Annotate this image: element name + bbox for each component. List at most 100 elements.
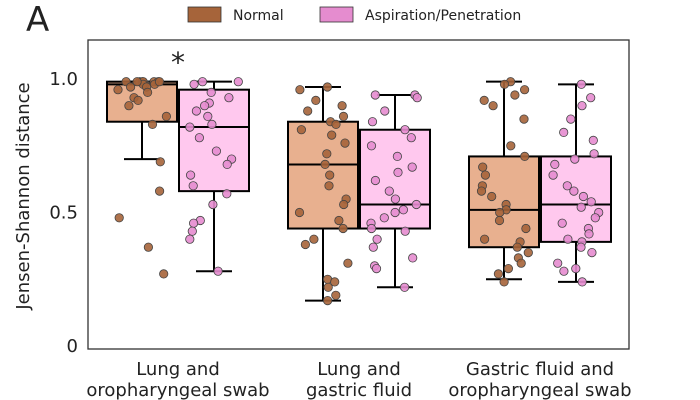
data-point <box>578 191 589 202</box>
data-point <box>488 101 498 111</box>
data-point <box>390 194 400 204</box>
data-point <box>411 199 421 210</box>
data-point <box>366 223 377 234</box>
data-point <box>506 141 516 151</box>
data-point <box>590 213 600 223</box>
box <box>540 155 612 243</box>
data-point <box>331 119 341 130</box>
plot-frame-border <box>87 39 630 350</box>
legend-label: Aspiration/Penetration <box>365 8 521 24</box>
y-tick-label: 0 <box>67 336 78 357</box>
data-point <box>126 82 136 92</box>
data-point <box>188 181 198 191</box>
data-point <box>113 85 123 95</box>
data-point <box>366 141 377 151</box>
data-point <box>553 258 563 268</box>
data-point <box>233 77 243 87</box>
data-point <box>203 111 213 122</box>
data-point <box>379 213 389 223</box>
data-point <box>161 111 171 122</box>
legend-swatch <box>187 6 222 23</box>
data-point <box>124 101 134 111</box>
data-point <box>368 242 378 252</box>
data-point <box>207 119 217 130</box>
data-point <box>187 226 197 236</box>
data-point <box>155 157 165 167</box>
data-point <box>557 218 567 228</box>
data-point <box>562 181 572 191</box>
data-point <box>296 125 306 135</box>
data-point <box>222 189 232 199</box>
data-point <box>588 135 598 145</box>
data-point <box>576 79 587 89</box>
data-point <box>197 77 208 87</box>
panel-letter: A <box>26 0 50 40</box>
data-point <box>569 186 579 196</box>
data-point <box>487 191 497 202</box>
data-point <box>185 234 195 244</box>
data-point <box>189 218 199 228</box>
data-point <box>407 162 417 172</box>
data-point <box>303 106 313 116</box>
data-point <box>224 93 234 103</box>
plot-area <box>87 39 630 350</box>
data-point <box>143 242 153 252</box>
data-point <box>155 186 165 196</box>
data-point <box>399 282 410 292</box>
data-point <box>132 77 142 87</box>
category-label: Gastric fluid and <box>466 359 614 380</box>
data-point <box>211 146 221 156</box>
legend-label: Normal <box>233 8 284 24</box>
data-point <box>334 215 344 226</box>
data-point <box>566 114 576 124</box>
data-point <box>343 258 353 268</box>
data-point <box>400 226 410 236</box>
data-point <box>372 234 382 244</box>
data-point <box>519 114 529 124</box>
data-point <box>322 82 332 92</box>
data-point <box>521 223 531 234</box>
data-point <box>548 170 558 180</box>
data-point <box>393 167 403 177</box>
data-point <box>392 151 402 161</box>
boxes <box>106 77 612 306</box>
y-axis: 0 0.5 1.0 Jensen-Shannon distance <box>13 69 78 357</box>
data-point <box>584 229 594 239</box>
data-point <box>563 234 573 244</box>
box-group <box>359 90 431 292</box>
data-point <box>186 170 196 180</box>
data-point <box>493 269 503 279</box>
data-point <box>320 159 330 169</box>
data-point <box>390 207 400 218</box>
data-point <box>147 119 158 130</box>
data-point <box>571 263 581 274</box>
category-label: Lung and <box>136 359 220 380</box>
category-label: Lung and <box>317 359 401 380</box>
significance-marker: * <box>171 46 185 79</box>
data-point <box>559 127 569 137</box>
data-point <box>300 239 310 250</box>
data-point <box>589 149 599 159</box>
data-point <box>408 253 418 263</box>
data-point <box>208 199 218 210</box>
data-point <box>294 207 305 218</box>
category-label: oropharyngeal swab <box>86 380 269 400</box>
data-point <box>340 138 350 148</box>
data-point <box>495 207 505 218</box>
data-point <box>367 117 378 127</box>
data-point <box>309 234 319 244</box>
data-point <box>406 133 416 143</box>
box-group <box>178 77 250 276</box>
data-point <box>206 87 216 98</box>
data-point <box>523 248 533 258</box>
legend: Normal Aspiration/Penetration <box>187 6 521 24</box>
data-point <box>586 197 596 207</box>
data-point <box>384 186 394 196</box>
data-point <box>325 170 335 180</box>
box-group <box>106 77 178 279</box>
data-point <box>576 242 586 252</box>
box-group <box>287 82 359 306</box>
data-point <box>185 122 195 132</box>
